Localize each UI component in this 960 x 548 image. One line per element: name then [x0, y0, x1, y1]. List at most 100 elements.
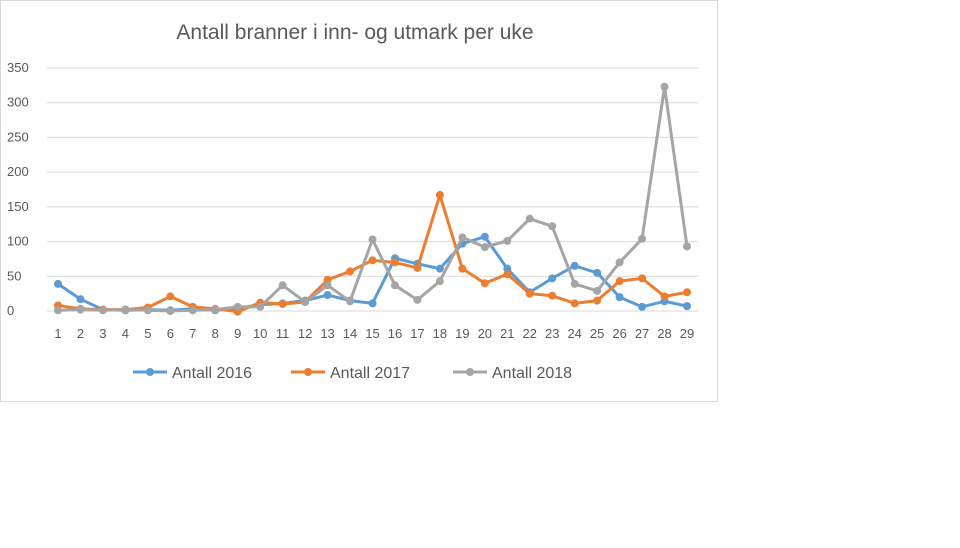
data-point: [323, 275, 332, 284]
x-tick-label: 20: [478, 326, 492, 341]
legend-label: Antall 2018: [492, 365, 572, 382]
x-tick-label: 19: [455, 326, 469, 341]
data-point: [346, 267, 355, 276]
chart-title: Antall branner i inn- og utmark per uke: [176, 21, 533, 44]
x-tick-label: 21: [500, 326, 514, 341]
data-point: [166, 292, 175, 301]
legend-swatch-marker: [466, 368, 474, 376]
data-point: [413, 263, 422, 272]
data-point: [660, 82, 669, 91]
y-tick-label: 200: [7, 164, 29, 179]
series-line: [57, 235, 688, 312]
data-point: [390, 258, 399, 267]
data-point: [256, 302, 265, 311]
data-point: [98, 306, 107, 315]
data-point: [615, 277, 624, 286]
x-tick-label: 3: [99, 326, 106, 341]
data-point: [638, 234, 647, 243]
data-point: [143, 306, 152, 315]
data-point: [166, 307, 175, 315]
data-point: [211, 305, 220, 314]
series-line: [57, 85, 689, 313]
x-tick-label: 29: [680, 326, 694, 341]
x-tick-label: 4: [122, 326, 129, 341]
data-point: [593, 268, 602, 277]
data-point: [368, 256, 377, 265]
data-point: [188, 306, 197, 315]
data-point: [570, 279, 579, 288]
x-tick-label: 15: [365, 326, 379, 341]
data-point: [548, 274, 557, 283]
series-2: [54, 191, 691, 316]
x-tick-label: 18: [433, 326, 447, 341]
y-tick-label: 350: [7, 60, 29, 75]
data-point: [278, 281, 287, 290]
data-point: [503, 270, 512, 279]
x-tick-label: 14: [343, 326, 357, 341]
data-point: [346, 297, 355, 306]
x-tick-label: 24: [567, 326, 581, 341]
data-point: [54, 306, 62, 315]
legend-label: Antall 2017: [330, 365, 410, 382]
data-point: [301, 297, 310, 306]
y-tick-label: 250: [7, 129, 29, 144]
data-point: [503, 264, 512, 273]
x-tick-label: 28: [657, 326, 671, 341]
data-point: [435, 191, 444, 200]
legend-item: Antall 2018: [453, 365, 572, 382]
data-point: [593, 286, 602, 295]
y-tick-label: 0: [7, 303, 14, 318]
data-point: [503, 236, 512, 245]
x-tick-label: 7: [189, 326, 196, 341]
x-tick-label: 17: [410, 326, 424, 341]
legend-item: Antall 2016: [133, 365, 252, 382]
data-point: [233, 302, 242, 311]
legend-label: Antall 2016: [172, 365, 252, 382]
data-point: [615, 293, 624, 302]
data-point: [638, 302, 647, 311]
data-point: [323, 291, 332, 300]
x-tick-label: 16: [388, 326, 402, 341]
x-tick-label: 27: [635, 326, 649, 341]
y-tick-label: 100: [7, 234, 29, 249]
x-tick-label: 8: [212, 326, 219, 341]
data-point: [683, 288, 691, 297]
data-point: [525, 214, 534, 223]
x-tick-label: 1: [54, 326, 61, 341]
x-tick-label: 22: [523, 326, 537, 341]
x-tick-label: 6: [167, 326, 174, 341]
data-point: [480, 232, 489, 241]
legend-swatch-marker: [146, 368, 154, 376]
data-point: [593, 296, 602, 305]
data-point: [480, 279, 489, 288]
data-point: [278, 300, 287, 309]
legend-item: Antall 2017: [291, 365, 410, 382]
data-point: [76, 295, 85, 304]
x-tick-label: 23: [545, 326, 559, 341]
series-layer: [54, 82, 691, 316]
data-point: [435, 264, 444, 273]
data-point: [76, 305, 85, 314]
line-chart: Antall branner i inn- og utmark per uke …: [7, 21, 698, 382]
x-tick-label: 12: [298, 326, 312, 341]
legend-swatch-marker: [304, 368, 312, 376]
y-axis-tick-labels: 0 50 100 150 200 250 300 350: [7, 60, 29, 318]
data-point: [525, 289, 534, 298]
series-line: [57, 193, 688, 314]
chart-frame: Antall branner i inn- og utmark per uke …: [0, 0, 718, 402]
data-point: [548, 291, 557, 300]
data-point: [458, 264, 467, 273]
series-3: [54, 82, 691, 315]
x-tick-label: 25: [590, 326, 604, 341]
x-tick-label: 5: [144, 326, 151, 341]
data-point: [413, 295, 422, 304]
data-point: [121, 305, 130, 314]
data-point: [368, 299, 377, 308]
data-point: [683, 302, 691, 311]
data-point: [368, 235, 377, 244]
x-tick-label: 9: [234, 326, 241, 341]
legend: Antall 2016 Antall 2017 Antall 2018: [133, 365, 572, 382]
x-tick-label: 2: [77, 326, 84, 341]
data-point: [480, 243, 489, 252]
x-tick-label: 10: [253, 326, 267, 341]
